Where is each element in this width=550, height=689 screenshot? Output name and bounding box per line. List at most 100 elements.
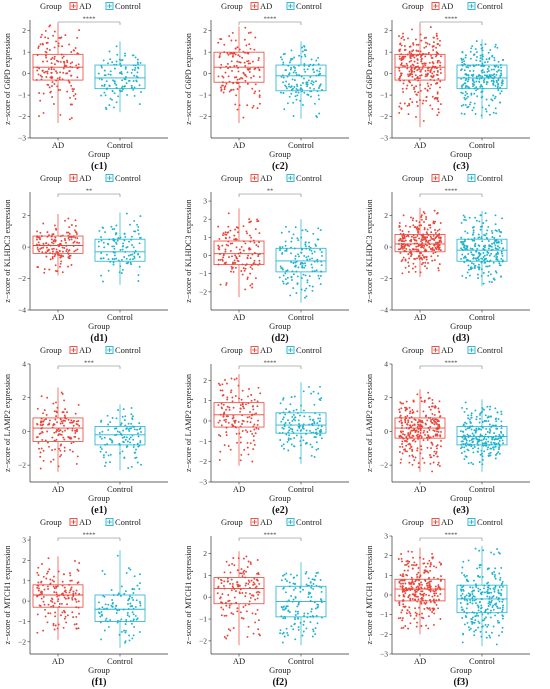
data-point	[228, 606, 231, 609]
data-point	[303, 49, 306, 52]
data-point	[471, 239, 474, 242]
y-tick-label: −2	[18, 637, 26, 646]
data-point	[315, 441, 318, 444]
data-point	[219, 597, 221, 600]
data-point	[234, 266, 237, 269]
data-point	[223, 88, 226, 91]
data-point	[295, 71, 298, 74]
data-point	[422, 599, 424, 602]
data-point	[399, 232, 402, 235]
data-point	[487, 225, 490, 228]
data-point	[397, 239, 400, 242]
data-point	[76, 455, 79, 458]
data-point	[116, 430, 119, 433]
data-point	[48, 234, 50, 237]
data-point	[228, 35, 231, 38]
data-point	[498, 440, 501, 442]
data-point	[418, 435, 421, 438]
data-point	[424, 62, 427, 65]
data-point	[251, 432, 254, 435]
data-point	[67, 231, 70, 234]
data-point	[498, 446, 500, 449]
data-point	[134, 250, 137, 252]
data-point	[495, 241, 498, 244]
data-point	[244, 79, 247, 82]
data-point	[224, 379, 226, 381]
data-point	[251, 253, 254, 256]
data-point	[45, 577, 48, 580]
data-point	[303, 91, 306, 94]
data-point	[479, 57, 482, 60]
y-axis-title: z−score of MTCH1 expression	[365, 546, 374, 645]
data-point	[433, 222, 436, 225]
data-point	[402, 626, 405, 629]
data-point	[437, 77, 440, 80]
y-tick-label: 1	[384, 571, 388, 580]
data-point	[401, 440, 404, 443]
data-point	[468, 427, 471, 430]
legend-key-ad	[69, 518, 78, 526]
data-point	[472, 106, 475, 109]
data-point	[414, 456, 417, 459]
data-point	[284, 249, 287, 252]
data-point	[435, 592, 438, 595]
y-axis-title: z−score of G6PD expression	[3, 33, 12, 125]
data-point	[406, 560, 409, 562]
data-point	[123, 592, 126, 595]
data-point	[481, 71, 484, 74]
data-point	[408, 581, 411, 584]
data-point	[417, 91, 420, 94]
data-point	[409, 225, 412, 228]
data-point	[438, 246, 441, 249]
data-point	[282, 587, 285, 590]
data-point	[501, 260, 504, 263]
data-point	[469, 601, 472, 604]
data-point	[488, 245, 491, 248]
data-point	[438, 424, 441, 427]
x-tick-label: AD	[414, 140, 426, 150]
data-point	[282, 631, 285, 634]
data-point	[401, 560, 403, 563]
data-point	[488, 431, 491, 434]
legend-key-control	[105, 2, 114, 10]
legend-title: Group	[402, 173, 424, 183]
data-point	[295, 260, 298, 263]
data-point	[399, 445, 401, 448]
data-point	[54, 253, 57, 256]
data-point	[421, 263, 423, 266]
data-point	[431, 259, 434, 262]
data-point	[501, 600, 504, 603]
data-point	[421, 236, 424, 239]
data-point	[494, 229, 497, 232]
data-point	[44, 70, 47, 73]
data-point	[119, 423, 122, 426]
data-point	[493, 278, 496, 281]
data-point	[292, 413, 295, 416]
data-point	[420, 421, 423, 424]
data-point	[428, 607, 431, 610]
data-point	[75, 233, 78, 235]
data-point	[461, 243, 464, 246]
data-point	[485, 83, 488, 86]
data-point	[482, 256, 485, 258]
data-point	[487, 75, 490, 78]
data-point	[427, 571, 430, 574]
series-ad	[394, 547, 446, 635]
data-point	[415, 43, 418, 46]
data-point	[107, 620, 109, 623]
data-point	[313, 270, 316, 273]
data-point	[133, 69, 136, 71]
data-point	[411, 578, 414, 581]
data-point	[44, 36, 47, 39]
data-point	[433, 590, 436, 593]
data-point	[246, 431, 249, 433]
data-point	[256, 608, 259, 611]
data-point	[499, 576, 502, 579]
significance-label: ****	[264, 532, 277, 539]
data-point	[52, 103, 55, 105]
data-point	[481, 69, 484, 71]
data-point	[219, 258, 222, 261]
data-point	[430, 456, 433, 459]
data-point	[36, 66, 39, 69]
